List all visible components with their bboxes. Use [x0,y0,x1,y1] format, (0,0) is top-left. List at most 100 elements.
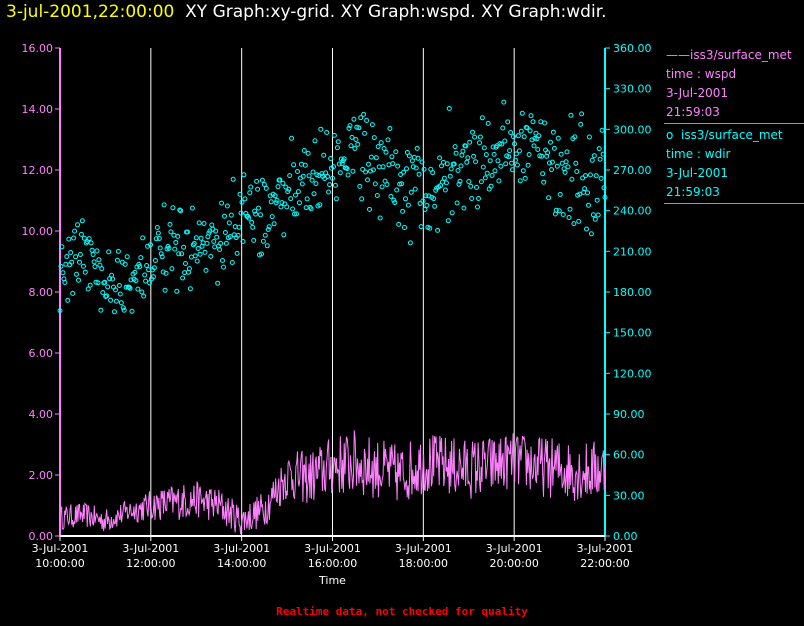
wdir-point [94,248,100,254]
x-tick-date-label: 3-Jul-2001 [32,542,89,555]
wdir-point [393,149,399,155]
wdir-point [112,309,117,315]
legend-wspd-time: 21:59:03 [666,105,720,119]
wdir-point [114,257,120,263]
x-tick-time-label: 20:00:00 [489,557,538,570]
wdir-point [588,231,594,237]
wdir-point [593,173,599,179]
line-symbol-icon: —— [666,48,690,62]
wdir-point [286,186,292,192]
wdir-point [218,240,224,246]
wdir-point [252,208,258,214]
wdir-point [222,230,228,235]
wdir-point [399,181,405,187]
wdir-point [539,153,545,159]
wdir-point [169,266,175,272]
wdir-point [327,182,333,188]
y-right-tick-label: 240.00 [613,205,652,218]
wdir-point [334,145,340,151]
wdir-point [331,164,336,170]
wdir-point [541,179,547,185]
wdir-point [555,135,561,141]
legend-entry-wdir[interactable]: o iss3/surface_met time : wdir 3-Jul-200… [664,126,804,202]
y-right-tick-label: 150.00 [613,327,652,340]
wdir-point [212,244,218,250]
wdir-point [99,266,105,272]
wdir-point [580,175,586,181]
wdir-point [214,234,220,240]
wdir-point [168,229,174,235]
wdir-point [367,206,372,212]
wdir-point [600,151,606,157]
legend-wdir-label: time : wdir [666,147,731,161]
wdir-point [385,137,391,143]
wdir-point [578,121,584,127]
wdir-point [70,290,76,296]
wdir-point [268,199,274,205]
wdir-point [587,172,593,178]
wdir-point [530,119,536,125]
wdir-point [153,236,159,242]
wdir-point [98,307,104,313]
wdir-point [542,120,548,126]
wdir-point [78,231,84,237]
wdir-point [293,192,298,198]
wdir-point [272,193,278,199]
legend-entry-wspd[interactable]: ——iss3/surface_met time : wspd 3-Jul-200… [664,46,804,122]
wdir-point [71,235,77,241]
wdir-point [377,215,383,221]
wdir-point [179,251,185,257]
wdir-point [455,168,461,173]
wdir-point [564,149,570,155]
legend-wspd-series: ——iss3/surface_met [666,48,792,62]
wdir-point [516,148,522,154]
wdir-point [488,183,494,189]
wdir-point [522,175,528,181]
wdir-point [373,155,379,161]
wdir-point [163,270,169,276]
wdir-point [332,182,338,188]
wdir-point [239,199,245,205]
wdir-point [355,141,361,147]
wdir-point [365,177,370,183]
x-axis-title: Time [318,574,346,587]
y-right-tick-label: 210.00 [613,245,652,258]
wdir-point [515,133,521,139]
wdir-point [507,148,513,154]
x-tick-time-label: 22:00:00 [580,557,629,570]
wdir-point [260,238,266,244]
wdir-point [64,254,70,259]
wdir-point [236,224,242,230]
wdir-point [138,255,144,261]
wdir-point [452,144,458,150]
wdir-point [92,264,98,270]
wdir-point [435,227,441,233]
y-right-tick-label: 0.00 [613,530,638,543]
wdir-point [482,175,488,181]
wdir-point [105,284,111,290]
wdir-point [208,253,214,259]
wdir-point [193,235,199,241]
y-left-tick-label: 8.00 [29,286,54,299]
wdir-point [387,126,393,131]
wdir-point [301,148,307,153]
wdir-point [309,177,315,183]
wdir-point [224,203,230,209]
wdir-point [461,205,467,211]
wdir-point [150,274,156,280]
wdir-point [503,161,509,167]
wdir-point [261,182,267,187]
wdir-point [501,99,507,105]
wdir-point [596,146,602,152]
wdir-point [65,297,71,303]
wdir-point [72,228,78,234]
wdir-point [88,240,94,246]
wdir-point [77,252,83,257]
wdir-point [427,225,433,231]
wdir-point [471,153,477,159]
legend-wdir-time: 21:59:03 [666,185,720,199]
wdir-point [571,221,577,227]
wdir-point [419,159,425,165]
wdir-point [526,152,532,157]
wdir-point [328,156,334,161]
